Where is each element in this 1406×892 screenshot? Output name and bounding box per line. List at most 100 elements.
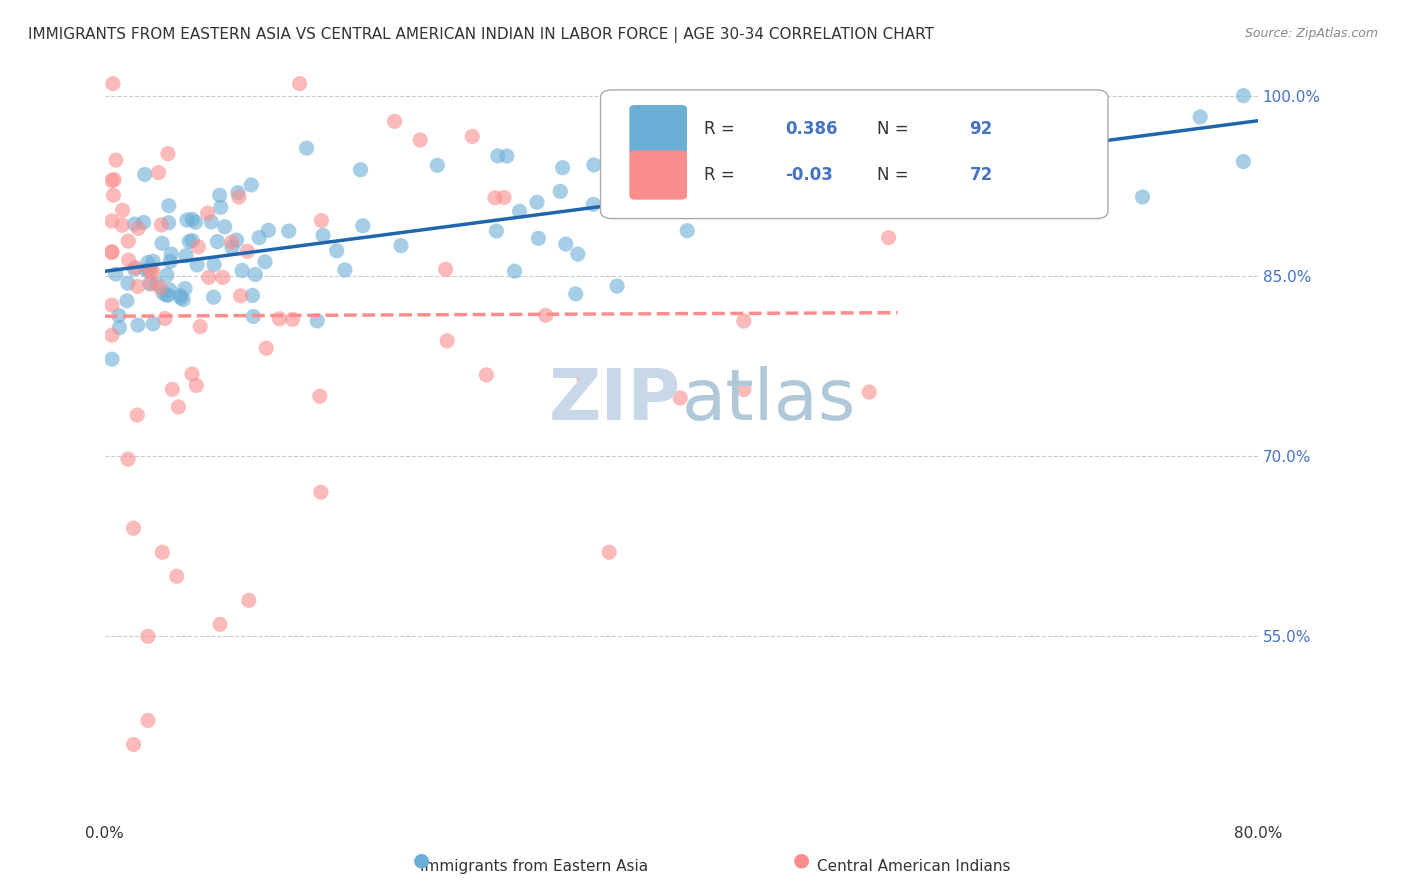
Central American Indians xyxy=(475,368,498,382)
Central American Indians xyxy=(150,545,173,559)
Immigrants from Eastern Asia xyxy=(1074,136,1097,151)
Immigrants from Eastern Asia xyxy=(181,212,204,227)
Immigrants from Eastern Asia xyxy=(159,254,181,268)
Immigrants from Eastern Asia xyxy=(221,240,243,254)
Immigrants from Eastern Asia xyxy=(157,216,180,230)
Central American Indians xyxy=(166,569,188,583)
Immigrants from Eastern Asia xyxy=(1232,88,1254,103)
Immigrants from Eastern Asia xyxy=(138,277,160,291)
Immigrants from Eastern Asia xyxy=(1189,110,1212,124)
Immigrants from Eastern Asia xyxy=(554,237,576,252)
Central American Indians xyxy=(288,77,311,91)
Central American Indians xyxy=(103,172,125,186)
Central American Indians xyxy=(101,77,124,91)
Immigrants from Eastern Asia xyxy=(257,223,280,237)
Immigrants from Eastern Asia xyxy=(606,279,628,293)
Immigrants from Eastern Asia xyxy=(172,293,194,307)
Text: R =: R = xyxy=(704,166,741,184)
Immigrants from Eastern Asia xyxy=(582,158,605,172)
Central American Indians xyxy=(122,521,145,535)
Central American Indians xyxy=(104,153,127,167)
Central American Indians xyxy=(254,341,277,355)
Central American Indians xyxy=(188,319,211,334)
Immigrants from Eastern Asia xyxy=(174,249,197,263)
Immigrants from Eastern Asia xyxy=(156,268,179,282)
FancyBboxPatch shape xyxy=(600,90,1108,219)
Central American Indians xyxy=(211,270,233,285)
Central American Indians xyxy=(167,400,190,414)
Immigrants from Eastern Asia xyxy=(145,277,167,291)
Immigrants from Eastern Asia xyxy=(1232,154,1254,169)
Central American Indians xyxy=(141,277,163,291)
Central American Indians xyxy=(149,280,172,294)
Immigrants from Eastern Asia xyxy=(651,178,673,193)
Central American Indians xyxy=(492,190,515,204)
Text: 92: 92 xyxy=(970,120,993,138)
Central American Indians xyxy=(136,629,159,643)
Central American Indians xyxy=(101,298,124,312)
Central American Indians xyxy=(309,485,332,500)
Immigrants from Eastern Asia xyxy=(508,204,530,219)
Central American Indians xyxy=(127,408,149,422)
Central American Indians xyxy=(111,203,134,218)
Central American Indians xyxy=(162,383,184,397)
Central American Indians xyxy=(117,234,139,248)
Central American Indians xyxy=(125,260,148,275)
Immigrants from Eastern Asia xyxy=(245,268,267,282)
Central American Indians xyxy=(733,383,755,397)
Central American Indians xyxy=(858,385,880,400)
Immigrants from Eastern Asia xyxy=(325,244,347,258)
Immigrants from Eastern Asia xyxy=(170,291,193,305)
Central American Indians xyxy=(148,165,170,179)
Central American Indians xyxy=(153,311,176,326)
Central American Indians xyxy=(101,244,124,259)
Immigrants from Eastern Asia xyxy=(169,288,191,302)
Immigrants from Eastern Asia xyxy=(527,231,550,245)
Central American Indians xyxy=(101,245,124,260)
Central American Indians xyxy=(136,714,159,728)
Immigrants from Eastern Asia xyxy=(186,258,208,272)
Text: ●: ● xyxy=(793,851,810,870)
Central American Indians xyxy=(117,452,139,467)
Immigrants from Eastern Asia xyxy=(179,235,201,249)
Immigrants from Eastern Asia xyxy=(135,263,157,277)
Immigrants from Eastern Asia xyxy=(124,217,146,231)
Immigrants from Eastern Asia xyxy=(157,288,180,302)
Immigrants from Eastern Asia xyxy=(426,158,449,172)
Central American Indians xyxy=(534,308,557,322)
Immigrants from Eastern Asia xyxy=(564,287,586,301)
Immigrants from Eastern Asia xyxy=(134,168,156,182)
Immigrants from Eastern Asia xyxy=(486,149,509,163)
Central American Indians xyxy=(208,617,231,632)
Central American Indians xyxy=(311,213,333,227)
Text: Source: ZipAtlas.com: Source: ZipAtlas.com xyxy=(1244,27,1378,40)
Text: IMMIGRANTS FROM EASTERN ASIA VS CENTRAL AMERICAN INDIAN IN LABOR FORCE | AGE 30-: IMMIGRANTS FROM EASTERN ASIA VS CENTRAL … xyxy=(28,27,934,43)
Central American Indians xyxy=(229,289,252,303)
Immigrants from Eastern Asia xyxy=(202,258,225,272)
Central American Indians xyxy=(669,391,692,405)
Immigrants from Eastern Asia xyxy=(1132,190,1154,204)
Immigrants from Eastern Asia xyxy=(124,262,146,277)
Immigrants from Eastern Asia xyxy=(101,352,124,367)
Immigrants from Eastern Asia xyxy=(582,197,605,211)
Text: 72: 72 xyxy=(970,166,993,184)
Central American Indians xyxy=(269,311,291,326)
Immigrants from Eastern Asia xyxy=(104,267,127,281)
Immigrants from Eastern Asia xyxy=(503,264,526,278)
Immigrants from Eastern Asia xyxy=(184,215,207,229)
Immigrants from Eastern Asia xyxy=(242,310,264,324)
Immigrants from Eastern Asia xyxy=(242,288,264,302)
Immigrants from Eastern Asia xyxy=(142,317,165,331)
Text: ZIP: ZIP xyxy=(548,366,682,434)
Immigrants from Eastern Asia xyxy=(526,195,548,210)
Central American Indians xyxy=(122,738,145,752)
Immigrants from Eastern Asia xyxy=(349,162,371,177)
FancyBboxPatch shape xyxy=(630,151,688,200)
Central American Indians xyxy=(877,230,900,244)
Immigrants from Eastern Asia xyxy=(987,94,1010,108)
Immigrants from Eastern Asia xyxy=(127,318,149,332)
Central American Indians xyxy=(600,158,623,172)
Immigrants from Eastern Asia xyxy=(174,282,197,296)
Immigrants from Eastern Asia xyxy=(136,255,159,269)
Immigrants from Eastern Asia xyxy=(181,234,204,248)
